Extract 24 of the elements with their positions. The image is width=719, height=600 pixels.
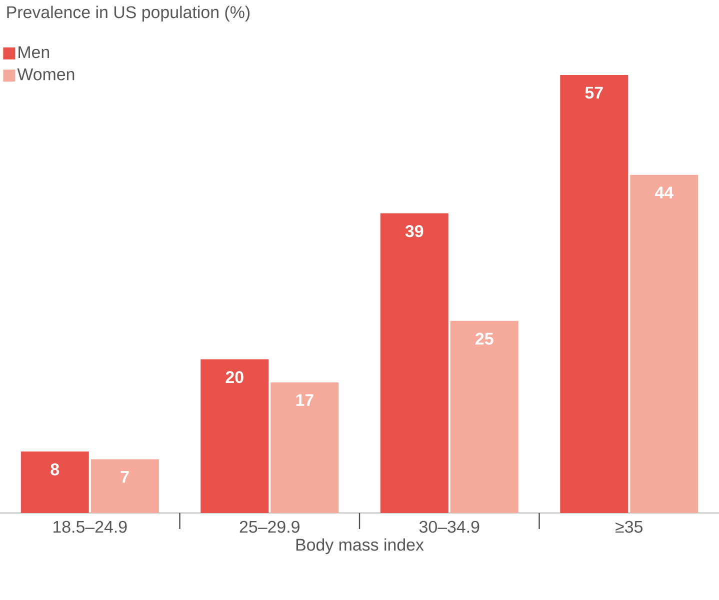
legend-label: Men — [18, 46, 50, 58]
data-label: 25 — [476, 332, 494, 345]
data-label: 39 — [405, 225, 424, 238]
x-tick-label: 18.5–24.9 — [54, 520, 127, 533]
bar — [270, 382, 339, 513]
data-label: 57 — [585, 86, 603, 99]
data-label: 8 — [50, 463, 60, 476]
x-tick-label: 30–34.9 — [419, 520, 480, 533]
bar — [380, 213, 448, 513]
bar — [20, 452, 89, 513]
chart-title: Prevalence in US population (%) — [7, 6, 250, 22]
bar — [560, 74, 628, 513]
data-label: 7 — [120, 471, 129, 483]
data-label: 44 — [654, 186, 674, 198]
legend-label: Women — [17, 68, 74, 80]
bar — [630, 174, 698, 513]
bar — [90, 459, 159, 513]
bar — [450, 320, 518, 513]
x-tick-label: 25–29.9 — [240, 520, 300, 533]
x-axis-title: Body mass index — [296, 538, 424, 554]
bar — [200, 359, 269, 513]
data-label: 20 — [226, 371, 244, 384]
x-tick-label: ≥35 — [616, 520, 642, 533]
data-label: 17 — [296, 394, 314, 406]
